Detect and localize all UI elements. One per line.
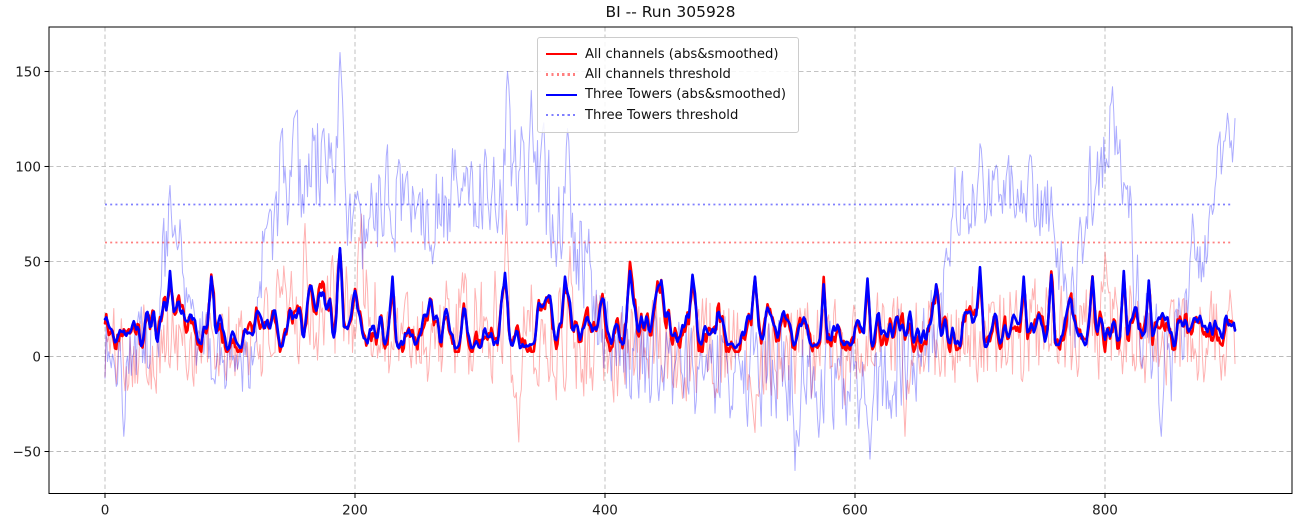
legend-line-swatch-solid-red [546,53,577,56]
legend-label: All channels threshold [585,67,731,83]
legend-line-swatch-dotted-blue [546,114,577,117]
y-tick-label: 0 [32,349,41,365]
y-tick-label: 100 [15,159,41,175]
legend-item-three-towers-smoothed: Three Towers (abs&smoothed) [546,85,790,105]
series-all-channels-smoothed [103,248,1237,354]
axis-tick-labels: 0 200 400 600 800 −50 0 50 100 150 [13,64,1118,518]
x-tick-label: 0 [101,503,110,519]
axis-ticks [44,70,1106,498]
legend-line-swatch-dotted-red [546,73,577,76]
x-tick-label: 400 [592,503,618,519]
legend-label: Three Towers threshold [585,107,739,123]
legend-item-three-towers-threshold: Three Towers threshold [546,105,790,125]
x-tick-label: 200 [342,503,368,519]
x-tick-label: 600 [842,503,868,519]
chart-title: BI -- Run 305928 [605,3,736,21]
series-three-towers-smoothed [103,246,1237,351]
legend-label: All channels (abs&smoothed) [585,46,779,62]
y-tick-label: −50 [13,444,42,460]
legend-item-all-channels-threshold: All channels threshold [546,64,790,84]
y-tick-label: 150 [15,64,41,80]
series-layer [103,52,1237,471]
y-tick-label: 50 [24,254,41,270]
legend: All channels (abs&smoothed) All channels… [537,37,799,133]
x-tick-label: 800 [1092,503,1118,519]
legend-line-swatch-solid-blue [546,93,577,96]
legend-item-all-channels-smoothed: All channels (abs&smoothed) [546,44,790,64]
plot-border [48,26,1293,494]
legend-label: Three Towers (abs&smoothed) [585,87,786,103]
